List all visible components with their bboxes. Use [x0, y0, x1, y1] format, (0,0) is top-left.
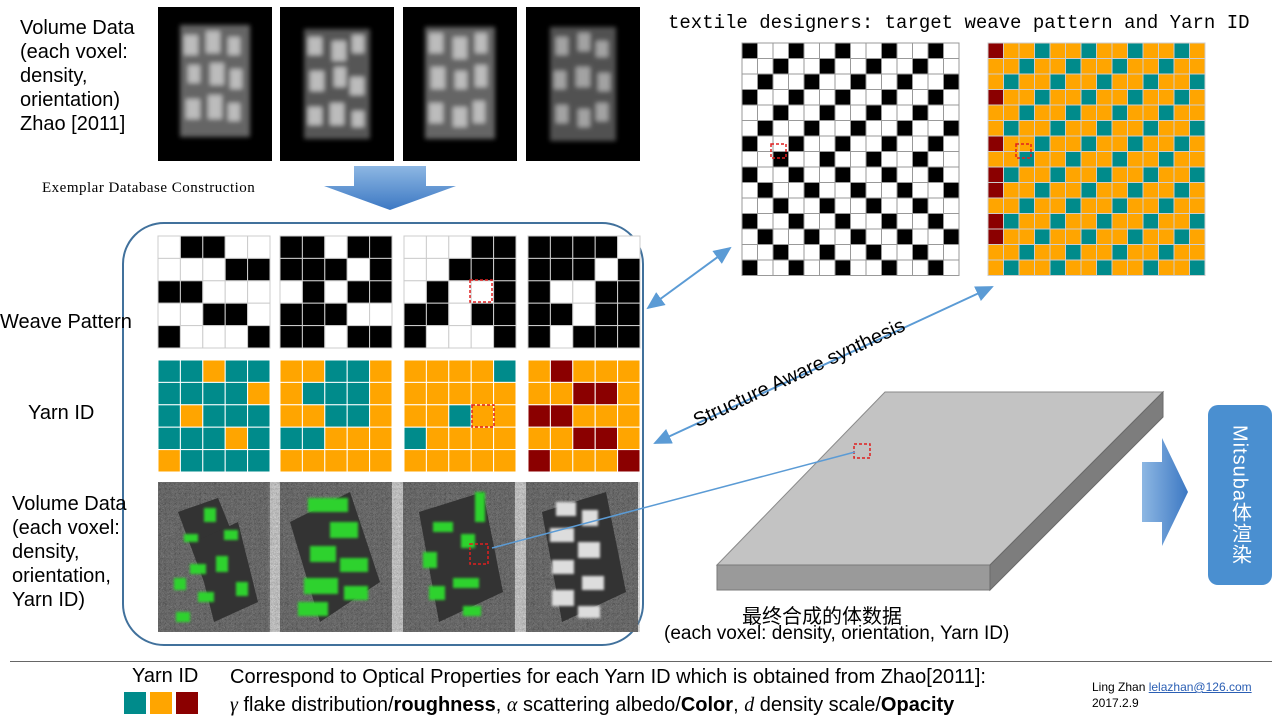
exemplar-label: Exemplar Database Construction [42, 180, 256, 196]
footer-line2: γ flake distribution/roughness, α scatte… [230, 694, 954, 717]
textile-title: textile designers: target weave pattern … [668, 12, 1250, 34]
top-volume-line: Zhao [2011] [20, 113, 126, 135]
author-block: Ling Zhan lelazhan@126.com 2017.2.9 [1092, 679, 1252, 711]
footer-opacity: Opacity [880, 694, 955, 716]
mitsuba-render-box: Mitsuba体渲染 [1208, 405, 1272, 585]
d-symbol: d [744, 694, 755, 716]
top-volume-label: Volume Data (each voxel: density, orient… [20, 16, 155, 136]
volume-image-4 [526, 7, 640, 161]
grid-cell [1189, 259, 1206, 276]
weave-exemplar-1 [157, 235, 271, 349]
volume-image-2 [280, 7, 394, 161]
volume-exemplar-images [158, 482, 638, 632]
footer-yarn-label: Yarn ID [132, 665, 199, 687]
render-arrow [1142, 438, 1188, 546]
target-weave-grid [741, 42, 960, 276]
synthesized-slab [715, 390, 1165, 592]
author-name: Ling Zhan [1092, 680, 1146, 694]
grid-cell [369, 325, 393, 349]
yarn-id-label: Yarn ID [28, 402, 95, 424]
alpha-symbol: α [506, 694, 518, 716]
yarn-synthesis-arrow [653, 286, 994, 444]
weave-pattern-label: Weave Pattern [0, 311, 132, 333]
grid-cell [493, 325, 517, 349]
footer-part2: scattering albedo/ [517, 694, 681, 716]
volume-data-label: Volume Data (each voxel: density, orient… [12, 492, 137, 612]
grid-cell [247, 449, 271, 473]
top-volume-line: orientation) [20, 89, 121, 111]
down-arrow [324, 166, 456, 210]
volume-to-slab-arrow [491, 451, 856, 549]
yarn-exemplar-1 [157, 359, 271, 473]
top-volume-line: density, [20, 65, 88, 87]
volume-exemplar-1 [158, 482, 270, 632]
volume-label-line: (each voxel: [12, 517, 120, 539]
top-volume-line: Volume Data [20, 17, 135, 39]
top-volume-images [158, 7, 640, 161]
weave-exemplar-4 [527, 235, 641, 349]
grid-cell [617, 325, 641, 349]
weave-exemplar-2 [279, 235, 393, 349]
top-volume-line: (each voxel: [20, 41, 128, 63]
footer-sep2: , [733, 694, 745, 716]
weave-exemplar-3 [403, 235, 517, 349]
author-email-link[interactable]: lelazhan@126.com [1148, 680, 1252, 694]
volume-label-line: Yarn ID) [12, 589, 85, 611]
footer-part1: flake distribution/ [237, 694, 394, 716]
yarn-exemplar-4 [527, 359, 641, 473]
swatch-orange [150, 692, 172, 714]
exemplar-box [122, 222, 644, 646]
grid-cell [369, 449, 393, 473]
slab-marker [853, 443, 871, 459]
selection-marker [1015, 143, 1032, 159]
volume-label-line: Volume Data [12, 493, 127, 515]
selection-marker [469, 279, 493, 303]
author-line: Ling Zhan lelazhan@126.com [1092, 679, 1252, 695]
footer-roughness: roughness [393, 694, 496, 716]
volume-exemplar-3 [403, 482, 515, 632]
selection-marker [770, 143, 787, 159]
final-label-cn: 最终合成的体数据 [742, 606, 902, 628]
volume-image-3 [403, 7, 517, 161]
yarn-exemplar-2 [279, 359, 393, 473]
footer-divider [10, 661, 1272, 662]
volume-exemplar-2 [280, 482, 392, 632]
grid-cell [247, 325, 271, 349]
volume-label-line: orientation, [12, 565, 111, 587]
volume-label-line: density, [12, 541, 80, 563]
footer-line1: Correspond to Optical Properties for eac… [230, 666, 986, 688]
final-label-en: (each voxel: density, orientation, Yarn … [664, 623, 1010, 644]
footer-part3: density scale/ [754, 694, 881, 716]
swatch-maroon [176, 692, 198, 714]
selection-marker [471, 404, 495, 428]
author-date: 2017.2.9 [1092, 696, 1139, 710]
footer-color: Color [680, 694, 734, 716]
volume-image-1 [158, 7, 272, 161]
grid-cell [943, 259, 960, 276]
weave-target-arrow [646, 246, 732, 310]
target-yarn-grid [987, 42, 1206, 276]
grid-cell [617, 449, 641, 473]
grid-cell [493, 449, 517, 473]
footer-sep1: , [495, 694, 507, 716]
volume-exemplar-4 [526, 482, 638, 632]
volume-marker [469, 543, 489, 565]
swatch-teal [124, 692, 146, 714]
gamma-symbol: γ [230, 694, 238, 716]
